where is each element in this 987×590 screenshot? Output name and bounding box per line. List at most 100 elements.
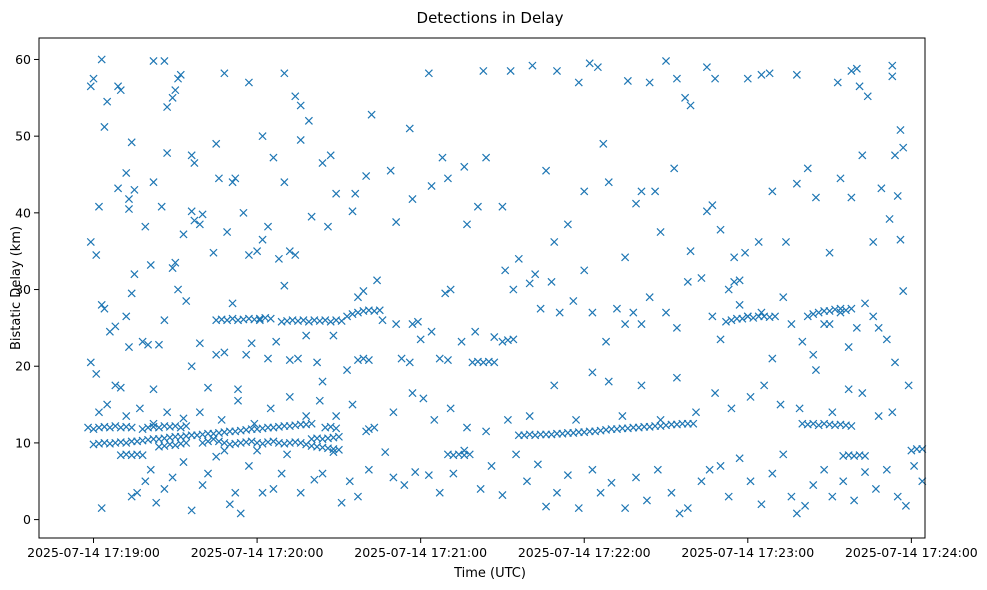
- detection-marker: [212, 139, 221, 148]
- detection-marker: [163, 102, 172, 112]
- detection-marker: [803, 164, 812, 173]
- detection-marker: [514, 254, 523, 263]
- detection-marker: [424, 69, 433, 78]
- x-tick-label: 2025-07-14 17:22:00: [518, 545, 651, 560]
- detection-marker: [280, 281, 289, 290]
- detection-marker: [187, 151, 196, 160]
- detection-marker: [179, 414, 188, 423]
- detection-marker: [861, 468, 870, 477]
- detection-marker: [329, 331, 338, 340]
- detection-marker: [738, 314, 747, 323]
- detection-marker: [621, 504, 630, 513]
- detection-marker: [332, 189, 341, 198]
- detection-marker: [531, 270, 540, 279]
- detection-marker: [280, 178, 289, 187]
- detection-marker: [749, 313, 758, 322]
- y-tick-label: 20: [15, 359, 31, 374]
- detection-marker: [809, 481, 818, 490]
- detection-marker: [893, 492, 902, 501]
- detection-marker: [836, 308, 845, 317]
- detection-marker: [446, 285, 455, 294]
- detection-marker: [574, 504, 583, 513]
- detection-marker: [727, 316, 736, 325]
- detection-marker: [405, 358, 414, 367]
- detection-marker: [154, 340, 163, 349]
- detection-marker: [353, 308, 362, 317]
- detection-marker: [656, 415, 665, 424]
- detection-marker: [899, 287, 908, 296]
- detection-marker: [596, 488, 605, 497]
- detection-marker: [852, 323, 861, 332]
- detection-marker: [408, 320, 417, 329]
- detection-marker: [506, 66, 515, 75]
- detection-marker: [419, 394, 428, 403]
- detection-marker: [711, 389, 720, 398]
- detection-marker: [683, 504, 692, 513]
- detection-marker: [476, 484, 485, 493]
- detection-marker: [743, 74, 752, 83]
- detection-marker: [111, 422, 120, 431]
- detection-marker: [844, 385, 853, 394]
- detection-marker: [503, 415, 512, 424]
- detection-marker: [160, 316, 169, 325]
- detection-marker: [304, 116, 313, 125]
- detection-marker: [602, 337, 611, 346]
- detection-marker: [296, 101, 305, 110]
- detection-marker: [318, 158, 327, 168]
- detection-marker: [291, 92, 300, 101]
- detection-marker: [334, 432, 343, 441]
- detection-marker: [326, 317, 335, 326]
- detection-marker: [84, 423, 93, 432]
- detection-marker: [351, 189, 360, 198]
- detection-marker: [683, 277, 692, 286]
- detection-marker: [621, 320, 630, 329]
- detection-marker: [651, 187, 660, 196]
- detection-marker: [195, 339, 204, 348]
- detection-marker: [337, 498, 346, 507]
- detection-marker: [443, 174, 452, 183]
- detection-marker: [642, 496, 651, 505]
- detection-marker: [555, 308, 564, 317]
- detection-marker: [228, 314, 237, 323]
- detection-marker: [809, 419, 818, 428]
- detection-marker: [863, 92, 872, 101]
- detection-marker: [198, 210, 207, 219]
- detection-marker: [768, 354, 777, 363]
- detection-marker: [154, 423, 163, 432]
- detection-marker: [735, 300, 744, 309]
- detection-marker: [612, 304, 621, 313]
- detection-marker: [198, 481, 207, 490]
- detection-marker: [149, 419, 158, 428]
- detection-marker: [735, 276, 744, 285]
- detection-marker: [364, 465, 373, 474]
- detection-marker: [171, 422, 180, 431]
- detection-marker: [141, 222, 150, 231]
- detection-marker: [174, 74, 183, 83]
- x-tick-label: 2025-07-14 17:21:00: [354, 545, 487, 560]
- detection-marker: [858, 151, 867, 160]
- detection-marker: [296, 488, 305, 497]
- detection-marker: [307, 419, 316, 428]
- detection-marker: [888, 61, 897, 70]
- detection-marker: [405, 124, 414, 133]
- detection-marker: [621, 253, 630, 262]
- detection-marker: [893, 191, 902, 200]
- detection-marker: [653, 465, 662, 474]
- detection-marker: [572, 415, 581, 424]
- detection-marker: [776, 400, 785, 409]
- detection-marker: [253, 247, 262, 256]
- detection-marker: [746, 392, 755, 401]
- detection-marker: [168, 264, 177, 273]
- detection-marker: [182, 438, 191, 447]
- detection-marker: [326, 151, 335, 160]
- detection-marker: [228, 178, 237, 187]
- detection-marker: [375, 306, 384, 315]
- detection-marker: [133, 488, 142, 497]
- detection-marker: [716, 335, 725, 344]
- detection-marker: [187, 362, 196, 371]
- detection-marker: [160, 56, 169, 66]
- detection-marker: [263, 354, 273, 363]
- detection-marker: [157, 202, 166, 211]
- detection-marker: [672, 373, 681, 382]
- detection-marker: [803, 312, 812, 321]
